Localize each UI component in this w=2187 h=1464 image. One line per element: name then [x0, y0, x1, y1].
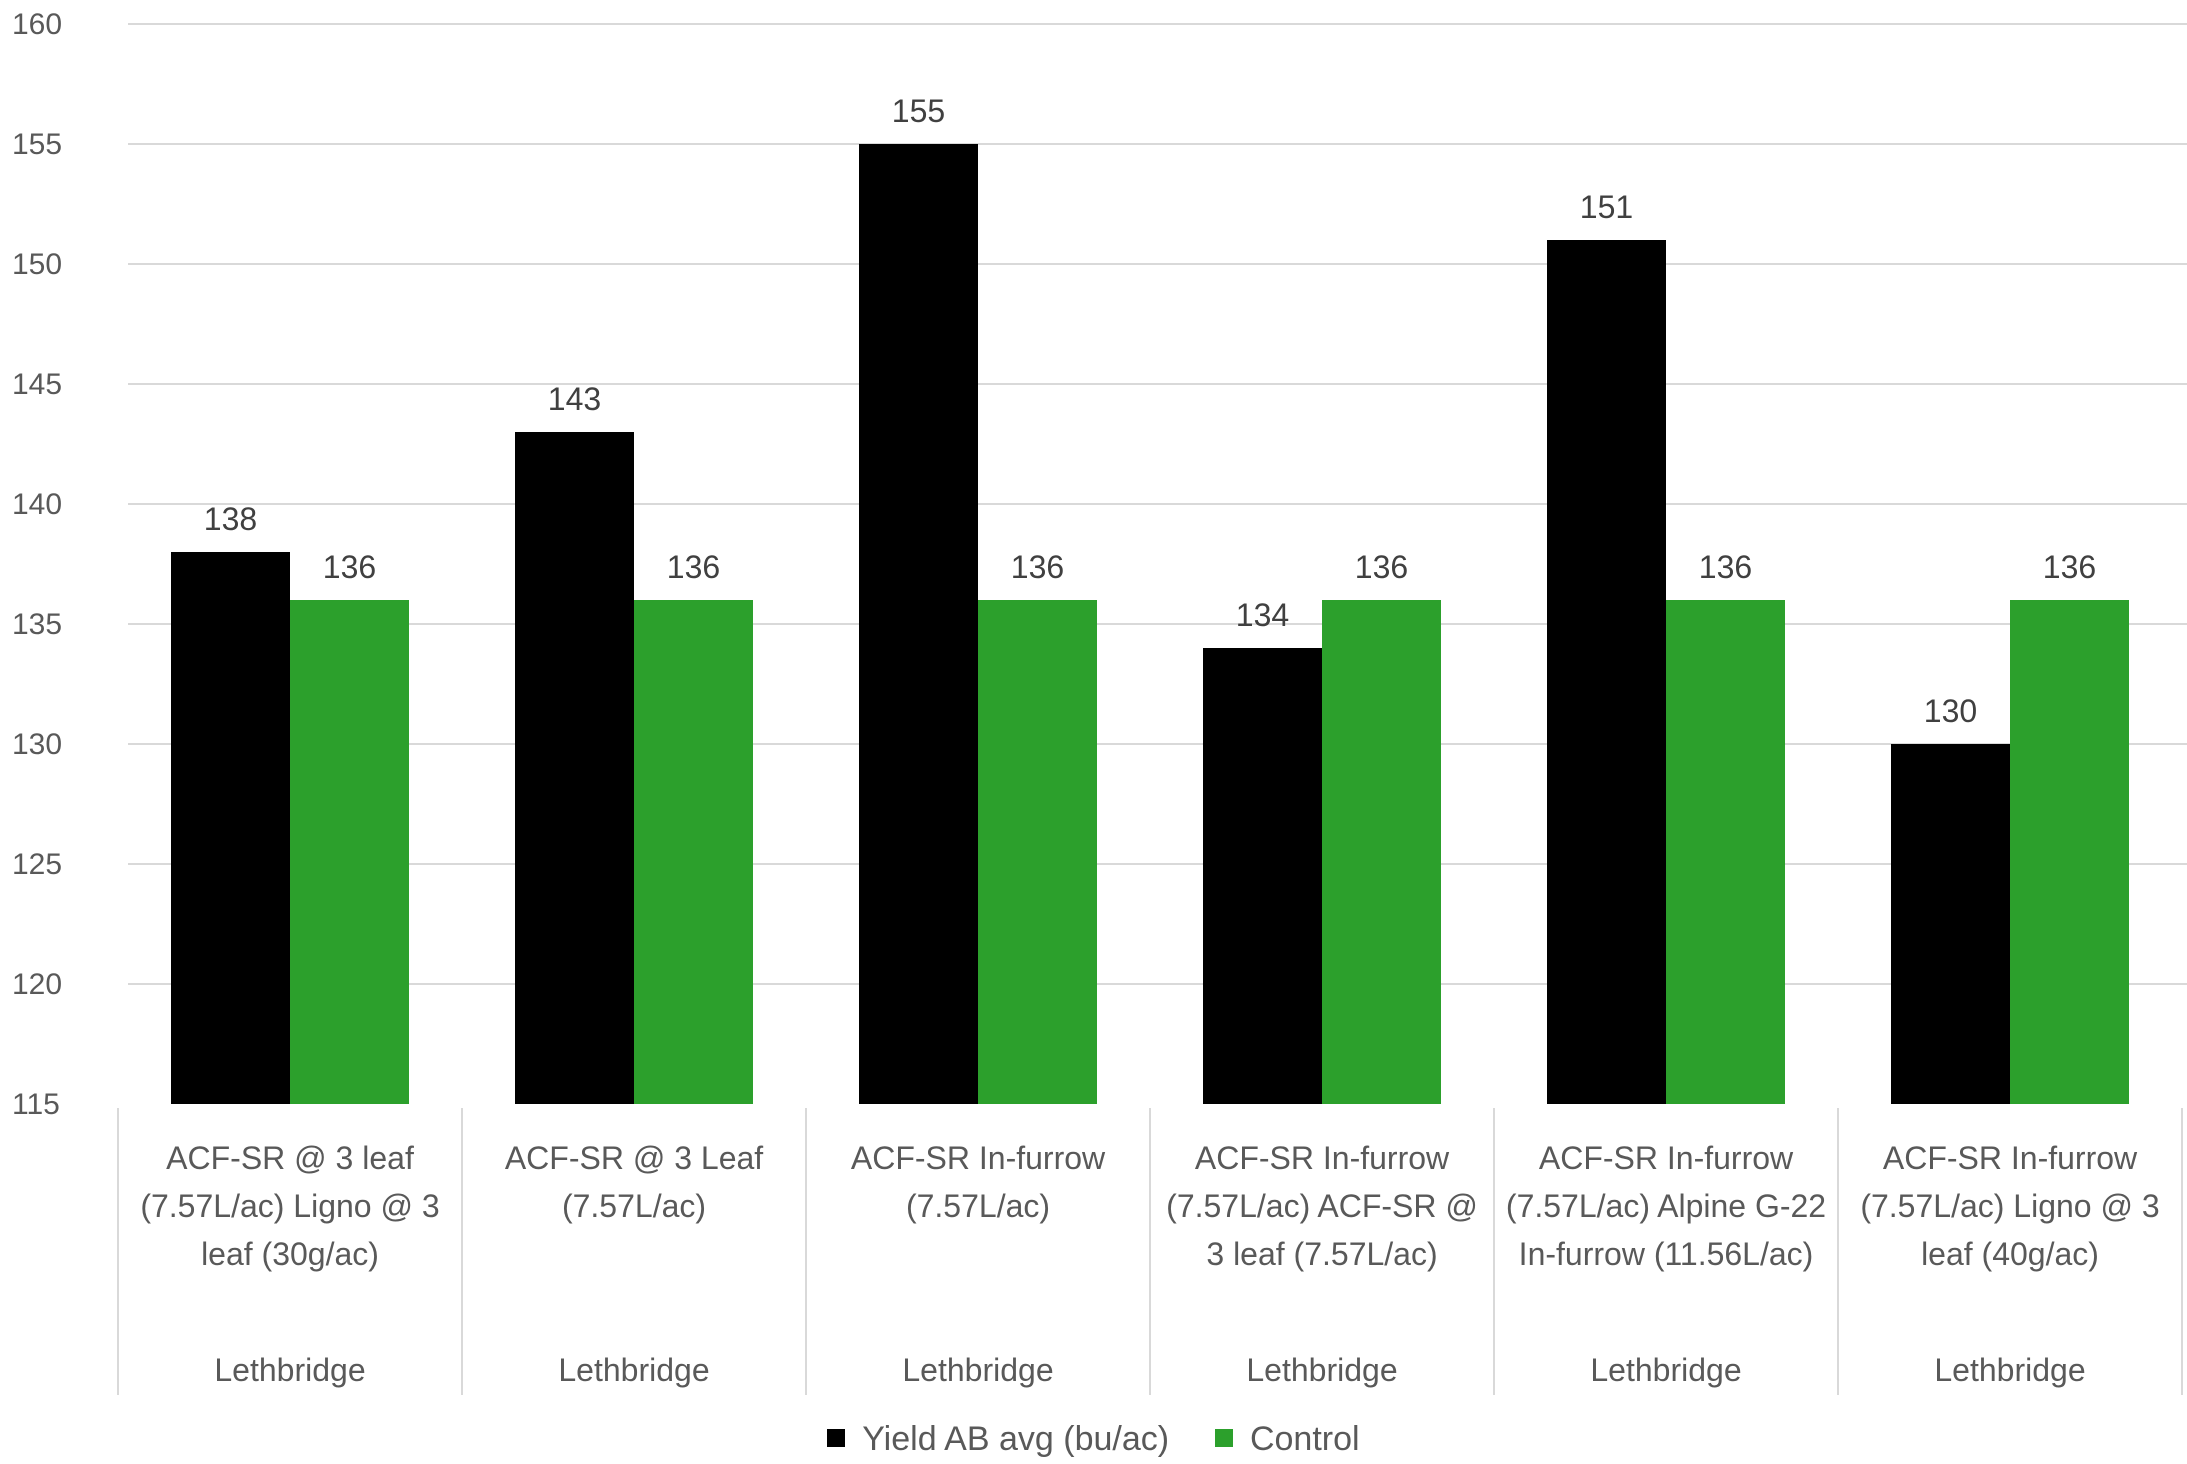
bar-control	[978, 600, 1097, 1104]
bars	[171, 144, 2129, 1104]
x-category-label: ACF-SR @ 3 leaf (7.57L/ac) Ligno @ 3 lea…	[140, 1140, 440, 1272]
x-group-label: Lethbridge	[1934, 1352, 2086, 1388]
x-group-label: Lethbridge	[558, 1352, 710, 1388]
y-tick-label: 155	[12, 128, 62, 161]
data-labels: 138 136 143 136 155 136 134 136 151 136 130 136	[204, 93, 2096, 729]
bar-control	[1666, 600, 1785, 1104]
x-group-label: Lethbridge	[902, 1352, 1054, 1388]
data-label: 136	[1699, 549, 1752, 585]
bar-yield	[171, 552, 290, 1104]
data-label: 136	[1355, 549, 1408, 585]
y-tick-label: 125	[12, 848, 62, 881]
y-tick-label: 145	[12, 368, 62, 401]
x-category-label: ACF-SR @ 3 Leaf (7.57L/ac)	[504, 1140, 764, 1224]
gridlines	[128, 23, 2187, 985]
y-tick-label: 150	[12, 248, 62, 281]
data-label: 130	[1924, 693, 1977, 729]
y-tick-label: 160	[12, 8, 62, 41]
bar-yield	[515, 432, 634, 1104]
y-tick-label: 120	[12, 968, 62, 1001]
data-label: 136	[323, 549, 376, 585]
category-separators	[117, 1108, 2183, 1395]
legend-item-yield: Yield AB avg (bu/ac)	[827, 1420, 1169, 1459]
data-label: 155	[892, 93, 945, 129]
bar-control	[290, 600, 409, 1104]
legend-swatch-control	[1214, 1429, 1233, 1448]
x-group-label: Lethbridge	[1246, 1352, 1398, 1388]
bar-yield	[859, 144, 978, 1104]
y-tick-label: 135	[12, 608, 62, 641]
legend-item-control: Control	[1214, 1420, 1360, 1459]
y-tick-label: 115	[12, 1088, 60, 1121]
legend: Yield AB avg (bu/ac) Control	[0, 1420, 2187, 1459]
x-category-label: ACF-SR In-furrow (7.57L/ac) ACF-SR @ 3 l…	[1166, 1140, 1478, 1272]
y-axis-ticks: 115 120 125 130 135 140 145 150 155 160	[12, 8, 62, 1121]
bar-control	[634, 600, 753, 1104]
y-tick-label: 130	[12, 728, 62, 761]
legend-swatch-yield	[827, 1429, 846, 1448]
legend-label-control: Control	[1249, 1420, 1360, 1458]
bar-yield	[1891, 744, 2010, 1104]
x-category-label: ACF-SR In-furrow (7.57L/ac) Alpine G-22 …	[1505, 1140, 1827, 1272]
data-label: 151	[1580, 189, 1633, 225]
bar-yield	[1547, 240, 1666, 1104]
data-label: 136	[1011, 549, 1064, 585]
data-label: 138	[204, 501, 257, 537]
data-label: 134	[1236, 597, 1289, 633]
data-label: 143	[548, 381, 601, 417]
bar-yield	[1203, 648, 1322, 1104]
x-category-label: ACF-SR In-furrow (7.57L/ac) Ligno @ 3 le…	[1860, 1140, 2160, 1272]
x-group-label: Lethbridge	[214, 1352, 366, 1388]
y-tick-label: 140	[12, 488, 62, 521]
data-label: 136	[667, 549, 720, 585]
bar-control	[1322, 600, 1441, 1104]
legend-label-yield: Yield AB avg (bu/ac)	[862, 1420, 1170, 1458]
bar-control	[2010, 600, 2129, 1104]
data-label: 136	[2043, 549, 2096, 585]
x-group-label: Lethbridge	[1590, 1352, 1742, 1388]
x-category-label: ACF-SR In-furrow (7.57L/ac)	[850, 1140, 1106, 1224]
